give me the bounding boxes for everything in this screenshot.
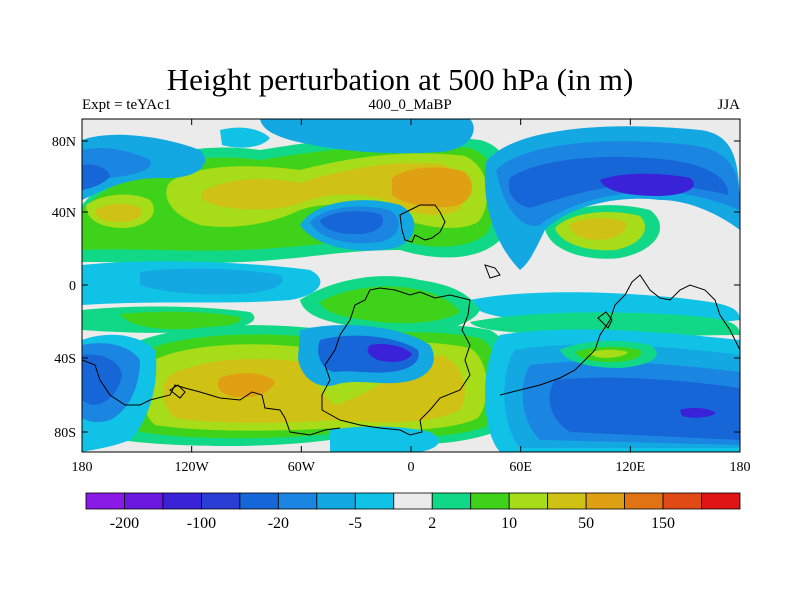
contour-positive-south bbox=[163, 355, 465, 423]
plot-title: Height perturbation at 500 hPa (in m) bbox=[166, 62, 634, 97]
lon-tick-label: 0 bbox=[408, 460, 415, 475]
lon-tick-label: 60W bbox=[288, 460, 316, 475]
coastline-island bbox=[484, 264, 501, 279]
coastline-central-continent bbox=[321, 287, 471, 436]
contour-negative-nw bbox=[82, 164, 110, 190]
coastlines bbox=[82, 204, 740, 436]
contour-negative-southeast bbox=[680, 407, 716, 418]
colorbar-label: 2 bbox=[428, 515, 436, 532]
colorbar-swatch bbox=[393, 492, 433, 510]
contour-negative-southwest bbox=[82, 354, 122, 405]
colorbar-label: -100 bbox=[187, 515, 216, 532]
contour-negative-polar bbox=[330, 426, 439, 452]
colorbar-swatch bbox=[124, 492, 164, 510]
contour-positive-south bbox=[217, 373, 275, 398]
lon-tick-label: 120E bbox=[616, 460, 646, 475]
contour-negative-southeast bbox=[549, 377, 740, 440]
colorbar-label: -5 bbox=[349, 515, 362, 532]
colorbar-swatch bbox=[316, 492, 356, 510]
colorbar-swatch bbox=[239, 492, 279, 510]
lat-tick-label: 80S bbox=[54, 426, 76, 441]
colorbar-swatch bbox=[470, 492, 510, 510]
colorbar-swatch bbox=[585, 492, 625, 510]
lat-tick-label: 40N bbox=[52, 206, 76, 221]
contour-negative-equator bbox=[140, 268, 283, 295]
colorbar-label: -20 bbox=[268, 515, 289, 532]
contour-positive-northeast bbox=[570, 218, 627, 240]
lon-tick-label: 180 bbox=[730, 460, 751, 475]
contour-negative-arctic bbox=[260, 119, 474, 154]
lon-tick-label: 180 bbox=[72, 460, 93, 475]
colorbar-label: 150 bbox=[651, 515, 675, 532]
lat-tick-label: 80N bbox=[52, 135, 76, 150]
colorbar-swatch bbox=[701, 492, 741, 510]
lat-tick-label: 0 bbox=[69, 279, 76, 294]
contour-positive-north bbox=[392, 167, 473, 208]
colorbar-swatch bbox=[277, 492, 318, 510]
contour-positive-north bbox=[95, 204, 142, 222]
colorbar-label: -200 bbox=[110, 515, 139, 532]
contour-positive-southeast-island bbox=[590, 349, 628, 358]
colorbar-label: 10 bbox=[501, 515, 517, 532]
lat-tick-label: 40S bbox=[54, 352, 76, 367]
contour-negative-atlantic bbox=[367, 344, 412, 362]
contour-positive-west bbox=[120, 311, 241, 330]
colorbar-swatch bbox=[431, 492, 472, 510]
experiment-label: Expt = teYAc1 bbox=[82, 97, 172, 113]
contour-negative-northeast bbox=[600, 173, 694, 196]
colorbar-swatch bbox=[162, 492, 202, 510]
contour-negative-north bbox=[320, 211, 384, 235]
contour-positive-central bbox=[320, 286, 460, 324]
lon-tick-label: 60E bbox=[509, 460, 532, 475]
coastline-africa-like bbox=[399, 204, 446, 243]
coastline-south-inner bbox=[169, 384, 186, 399]
colorbar-swatch bbox=[508, 492, 549, 510]
period-label: 400_0_MaBP bbox=[368, 97, 452, 113]
lon-tick-label: 120W bbox=[175, 460, 210, 475]
axes: 180 120W 60W 0 60E 120E 180 80N 40N 0 40S 80S bbox=[52, 119, 751, 475]
contour-field bbox=[82, 119, 740, 452]
colorbar-swatch bbox=[624, 492, 664, 510]
colorbar-label: 50 bbox=[578, 515, 594, 532]
coastline-eastern-continent bbox=[499, 274, 740, 396]
colorbar-swatch bbox=[85, 492, 125, 510]
colorbar-swatch bbox=[354, 492, 395, 510]
colorbar-swatch bbox=[547, 492, 587, 510]
coastline-east-small bbox=[597, 311, 613, 329]
contour-negative-atlantic bbox=[318, 335, 419, 373]
colorbar-swatch bbox=[201, 492, 241, 510]
contour-negative-arctic bbox=[220, 127, 270, 148]
coastline-southern-continent bbox=[82, 359, 341, 436]
season-label: JJA bbox=[717, 97, 740, 113]
colorbar-swatch bbox=[662, 492, 702, 510]
colorbar: -200 -100 -20 -5 2 10 50 150 bbox=[85, 492, 741, 532]
